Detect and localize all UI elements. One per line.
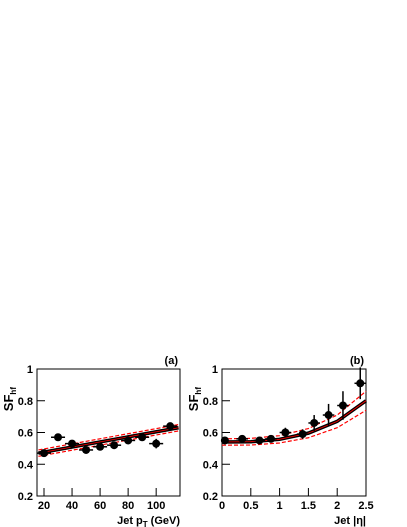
data-point — [281, 428, 290, 437]
data-point — [68, 439, 77, 448]
x-tick-label: 0 — [219, 500, 225, 512]
y-tick-label: 0.6 — [203, 428, 218, 440]
fit-center-red — [38, 427, 179, 454]
y-axis-label-main: SF — [1, 395, 16, 412]
data-point — [266, 434, 275, 443]
data-point — [40, 449, 49, 458]
data-point — [166, 422, 175, 431]
data-point — [96, 442, 105, 451]
y-tick-label: 0.2 — [18, 491, 33, 503]
x-axis-label-sub: T — [143, 520, 148, 527]
data-point — [220, 436, 229, 445]
fit-band — [221, 409, 367, 446]
x-tick-label: 2.5 — [358, 500, 373, 512]
x-tick-label: 2 — [334, 500, 340, 512]
fit-center-red — [221, 400, 367, 443]
y-tick-label: 0.4 — [18, 459, 34, 471]
y-axis-label: SFhf — [1, 387, 18, 412]
y-tick-label: 0.8 — [203, 396, 218, 408]
y-tick-label: 0.8 — [18, 396, 33, 408]
x-tick-label: 1 — [277, 500, 283, 512]
data-point — [124, 436, 133, 445]
data-point — [356, 379, 365, 388]
panel-label: (b) — [350, 355, 364, 367]
y-axis-label-sub: hf — [9, 387, 18, 395]
x-axis-label-suffix: (GeV) — [151, 515, 181, 527]
data-point — [82, 445, 91, 454]
x-axis-label-main: Jet |η| — [334, 515, 366, 527]
x-tick-label: 100 — [147, 500, 165, 512]
data-point — [255, 436, 264, 445]
x-tick-label: 60 — [94, 500, 106, 512]
panel: 0.2 0.4 0.6 0.8 1 0 0.5 1 1.5 2 2.5 SFhf Jet |η| (b) — [186, 355, 374, 527]
data-point — [138, 433, 147, 442]
data-point — [110, 441, 119, 450]
x-tick-label: 0.5 — [243, 500, 258, 512]
y-axis-label-sub: hf — [194, 387, 203, 395]
y-tick-label: 0.6 — [18, 428, 33, 440]
panel-label: (a) — [165, 355, 179, 367]
x-tick-label: 20 — [38, 500, 50, 512]
data-point — [298, 430, 307, 439]
y-tick-label: 1 — [212, 364, 218, 376]
data-point — [338, 401, 347, 410]
x-tick-label: 1.5 — [301, 500, 316, 512]
data-point — [310, 418, 319, 427]
y-tick-label: 1 — [27, 364, 33, 376]
data-point — [152, 439, 161, 448]
x-tick-label: 40 — [66, 500, 78, 512]
x-tick-label: 80 — [122, 500, 134, 512]
data-point — [54, 433, 63, 442]
y-tick-label: 0.2 — [203, 491, 218, 503]
y-axis-label-main: SF — [186, 395, 201, 412]
data-point — [238, 434, 247, 443]
y-tick-label: 0.4 — [203, 459, 219, 471]
x-axis-label-main: Jet p — [117, 515, 143, 527]
x-axis-label: Jet |η| — [334, 515, 366, 527]
data-point — [324, 411, 333, 420]
x-axis-label: Jet pT (GeV) — [117, 515, 180, 527]
y-axis-label: SFhf — [186, 387, 203, 412]
